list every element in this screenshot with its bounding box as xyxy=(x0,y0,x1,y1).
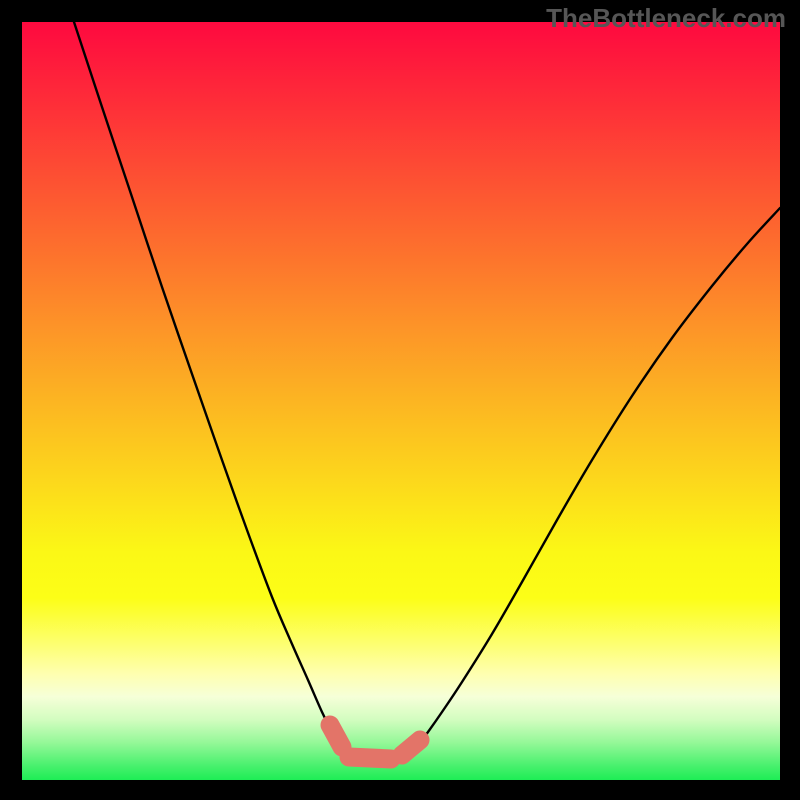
highlight-segment xyxy=(402,740,420,755)
chart-svg xyxy=(0,0,800,800)
chart-frame: TheBottleneck.com xyxy=(0,0,800,800)
highlight-segment xyxy=(330,725,342,747)
bottleneck-curve xyxy=(74,22,780,760)
highlight-segment xyxy=(349,757,391,759)
watermark-text: TheBottleneck.com xyxy=(546,3,786,34)
